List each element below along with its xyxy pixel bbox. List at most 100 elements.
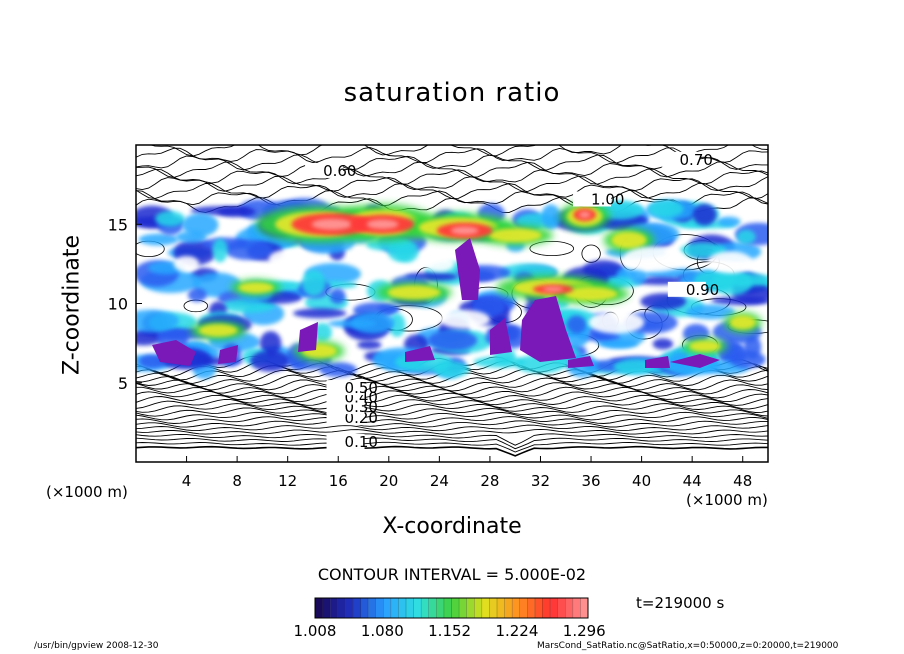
- field-hole: [424, 255, 455, 272]
- x-tick-label: 44: [683, 472, 702, 490]
- field-max-region: [490, 318, 512, 355]
- contour-line: [136, 390, 768, 403]
- field-blob: [543, 286, 564, 292]
- contour-label: 0.10: [345, 433, 378, 451]
- contour-line: [136, 182, 768, 200]
- colorbar: [314, 597, 589, 619]
- colorbar-cell: [330, 598, 338, 618]
- field-blob: [327, 319, 377, 328]
- colorbar-cell: [512, 598, 520, 618]
- colorbar-cell: [534, 598, 543, 618]
- colorbar-cell: [474, 598, 482, 618]
- field-blob: [629, 267, 648, 284]
- contour-label: 0.90: [686, 281, 719, 299]
- field-blob: [692, 203, 717, 226]
- contour-label-bg: [305, 162, 344, 178]
- contour-label-bg: [573, 191, 612, 207]
- footer-dataset: MarsCond_SatRatio.nc@SatRatio,x=0:50000,…: [537, 641, 839, 651]
- field-max-region: [218, 345, 238, 364]
- colorbar-cell: [368, 598, 376, 618]
- contour-line: [136, 373, 768, 388]
- x-tick-label: 24: [430, 472, 449, 490]
- field-blob: [301, 269, 326, 297]
- contour-label-bg: [667, 281, 706, 297]
- x-tick-label: 40: [632, 472, 651, 490]
- contour-line: [136, 403, 768, 413]
- field-blob: [640, 293, 687, 310]
- field-blob: [357, 340, 382, 350]
- colorbar-cell: [322, 598, 331, 618]
- colorbar-cell: [436, 598, 444, 618]
- field-max-region: [298, 322, 318, 352]
- field-blob: [685, 304, 736, 320]
- contour-line: [136, 416, 768, 424]
- colorbar-cell: [413, 598, 422, 618]
- colorbar-cell: [504, 598, 513, 618]
- colorbar-cell: [428, 598, 437, 618]
- colorbar-cell: [360, 598, 369, 618]
- colorbar-cell: [443, 598, 452, 618]
- contour-line: [136, 411, 768, 421]
- contour-label-bg: [326, 433, 365, 449]
- field-max-region: [455, 238, 480, 300]
- field-blob: [611, 231, 647, 249]
- field-blob: [259, 331, 282, 356]
- colorbar-cell: [519, 598, 528, 618]
- field-blob: [648, 200, 684, 218]
- field-max-region: [670, 354, 720, 368]
- plot-area: 0.100.200.300.400.500.600.700.901.00: [136, 145, 768, 462]
- field-blob: [717, 216, 741, 227]
- colorbar-cell: [337, 598, 346, 618]
- colorbar-cell: [565, 598, 573, 618]
- field-hole: [173, 255, 200, 272]
- colorbar-cell: [383, 598, 391, 618]
- colorbar-cell: [481, 598, 490, 618]
- colorbar-cell: [421, 598, 429, 618]
- x-tick-label: 20: [379, 472, 398, 490]
- contour-label: 0.60: [323, 162, 356, 180]
- colorbar-cell: [557, 598, 566, 618]
- field-blob: [313, 322, 332, 342]
- colorbar-cell: [406, 598, 414, 618]
- field-hole: [268, 249, 307, 269]
- field-blob: [182, 213, 219, 237]
- field-blob: [198, 324, 238, 337]
- time-label: t=219000 s: [636, 594, 725, 612]
- footer-command: /usr/bin/gpview 2008-12-30: [34, 641, 159, 651]
- x-tick-label: 8: [232, 472, 242, 490]
- colorbar-labels: 1.008 1.080 1.152 1.224 1.296: [294, 622, 606, 640]
- contour-label: 1.00: [591, 190, 624, 208]
- colorbar-tick-label: 1.296: [563, 622, 606, 640]
- contour-label-bg: [326, 380, 365, 396]
- colorbar-cell: [375, 598, 384, 618]
- field-blob: [366, 219, 399, 230]
- colorbar-cell: [398, 598, 406, 618]
- x-axis: 4 8 12 16 20 24 28 32 36 40 44 48: [182, 456, 752, 490]
- y-tick-label: 15: [108, 215, 128, 234]
- field-blob: [736, 229, 756, 245]
- field-blob: [329, 288, 346, 304]
- field-hole: [588, 311, 645, 334]
- colorbar-cell: [466, 598, 475, 618]
- field-blob: [250, 350, 290, 372]
- field-blob: [540, 204, 561, 230]
- field-blob: [311, 218, 353, 230]
- contour-line: [136, 175, 768, 192]
- field-blob: [688, 340, 721, 353]
- colorbar-cell: [459, 598, 467, 618]
- field-hole: [707, 251, 753, 274]
- contour-line: [136, 161, 768, 178]
- field-hole: [439, 309, 490, 329]
- colorbar-tick-label: 1.152: [428, 622, 471, 640]
- field-hole: [622, 246, 686, 272]
- field-max-region: [520, 296, 576, 362]
- field-blob: [155, 210, 185, 227]
- x-tick-label: 28: [480, 472, 499, 490]
- y-tick-label: 5: [118, 374, 128, 393]
- colorbar-cell: [550, 598, 558, 618]
- contour-labels: 0.100.200.300.400.500.600.700.901.00: [305, 151, 719, 451]
- contour-line: [136, 433, 768, 446]
- contour-line: [136, 420, 768, 428]
- contour-label: 0.50: [345, 379, 378, 397]
- contour-line: [136, 377, 768, 392]
